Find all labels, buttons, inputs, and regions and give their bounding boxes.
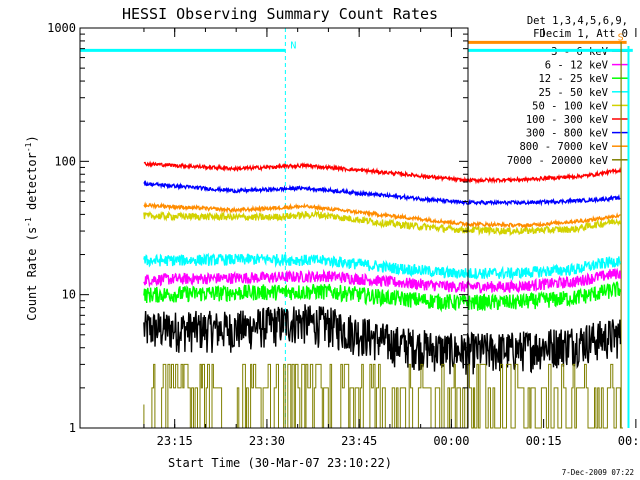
y-axis-label-sup2: -1 (24, 142, 33, 152)
x-tick-label: 23:30 (249, 434, 285, 448)
x-tick-label: 00:15 (526, 434, 562, 448)
series-line (143, 209, 622, 237)
series-group (143, 160, 623, 429)
series-line (143, 281, 622, 313)
flag-label: S (618, 32, 624, 43)
y-axis-label-sup1: -1 (24, 217, 33, 227)
y-axis: 1 10 100 1000 (47, 21, 468, 435)
x-tick-label: 23:45 (341, 434, 377, 448)
legend-header-line2: FDecim 1, Att 0 (533, 28, 628, 40)
y-axis-label-part1: Count Rate (s (25, 227, 39, 321)
series-line (143, 252, 622, 281)
legend-label: 800 - 7000 keV (519, 141, 608, 153)
x-tick-label: 00:30 (618, 434, 640, 448)
legend-label: 300 - 800 keV (526, 128, 609, 140)
plot-frame (79, 27, 469, 429)
legend-label: 6 - 12 keV (545, 60, 609, 72)
legend-label: 12 - 25 keV (538, 73, 608, 85)
x-tick-label: 00:00 (433, 434, 469, 448)
y-axis-label: Count Rate (s-1 detector-1) (24, 135, 39, 320)
y-axis-label-part2: detector (25, 152, 39, 217)
legend-label: 25 - 50 keV (538, 87, 608, 99)
y-tick-label: 1 (69, 421, 76, 435)
y-tick-label: 1000 (47, 21, 76, 35)
y-tick-label: 10 (62, 288, 76, 302)
legend-label: 100 - 300 keV (526, 114, 609, 126)
series-line (143, 363, 623, 429)
legend-header-line1: Det 1,3,4,5,6,9, (527, 15, 628, 27)
legend-label: 7000 - 20000 keV (507, 155, 609, 167)
legend-label: 50 - 100 keV (532, 100, 609, 112)
series-line (143, 160, 622, 185)
chart-title: HESSI Observing Summary Count Rates (122, 5, 438, 23)
x-axis-label: Start Time (30-Mar-07 23:10:22) (168, 456, 392, 470)
footer-date: 7-Dec-2009 07:22 (562, 468, 634, 477)
y-tick-label: 100 (54, 154, 76, 168)
series-line (143, 267, 622, 294)
series-line (143, 304, 622, 375)
series-line (143, 201, 621, 230)
series-line (143, 179, 621, 207)
flag-label: N (290, 40, 296, 51)
legend-label: 3 - 6 keV (551, 46, 609, 58)
x-tick-label: 23:15 (157, 434, 193, 448)
y-axis-label-part3: ) (25, 135, 39, 142)
